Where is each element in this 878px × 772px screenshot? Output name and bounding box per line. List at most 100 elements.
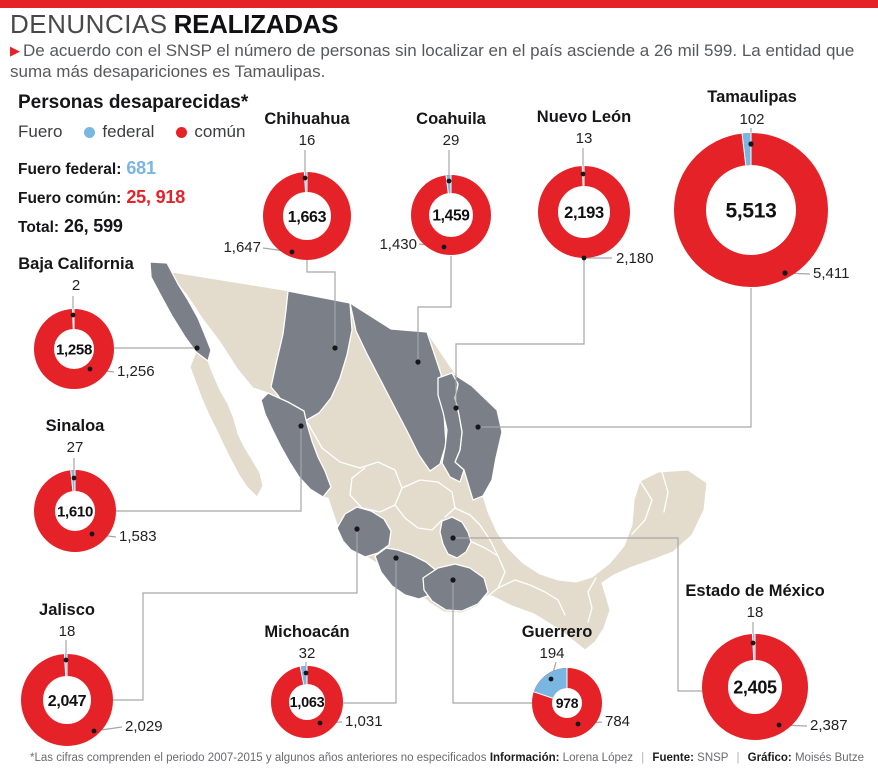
- federal-color-dot-icon: [84, 126, 96, 138]
- fuero-label: Fuero: [18, 122, 63, 141]
- federal-dot-nuevo-leon: [580, 171, 586, 177]
- connector-tamaulipas: [481, 288, 752, 428]
- map-dot-baja-california: [194, 345, 200, 351]
- map-dot-tamaulipas: [475, 424, 481, 430]
- legend-title: Personas desaparecidas*: [18, 92, 249, 113]
- federal-dot-jalisco: [63, 657, 69, 663]
- comun-dot-sinaloa: [89, 531, 95, 537]
- map-state-guerrero: [422, 563, 489, 612]
- donut-baja-california: 1,258: [34, 308, 114, 389]
- comun-value-nuevo-leon: 2,180: [616, 250, 654, 267]
- ring-dots: [63, 141, 788, 734]
- federal-value-baja-california: 2: [71, 277, 81, 294]
- state-label-jalisco: Jalisco: [39, 601, 95, 619]
- state-label-guerrero: Guerrero: [521, 623, 593, 641]
- map-dot-jalisco: [354, 526, 360, 532]
- donut-total-guerrero: 978: [556, 695, 579, 711]
- federal-value-coahuila: 29: [442, 132, 460, 149]
- map-state-baja-california: [149, 261, 212, 362]
- federal-value-chihuahua: 16: [298, 132, 316, 149]
- connector-nuevo-leon: [455, 258, 585, 406]
- donut-total-baja-california: 1,258: [56, 341, 92, 358]
- donut-total-michoacan: 1,063: [290, 695, 325, 711]
- federal-dot-edomex: [750, 640, 756, 646]
- comun-value-tamaulipas: 5,411: [813, 265, 850, 282]
- connector-edomex: [456, 537, 702, 692]
- comun-dot-baja-california: [87, 366, 93, 372]
- subtitle-text: De acuerdo con el SNSP el número de pers…: [10, 41, 855, 81]
- title-light: DENUNCIAS: [10, 9, 168, 39]
- donut-total-chihuahua: 1,663: [288, 209, 327, 226]
- connector-chihuahua: [306, 260, 336, 346]
- map-state-jalisco: [336, 506, 392, 558]
- map-dot-guerrero: [450, 577, 456, 583]
- map-baja-california-sur: [189, 351, 264, 498]
- map-dot-michoacan: [393, 555, 399, 561]
- state-label-tamaulipas: Tamaulipas: [707, 88, 797, 106]
- comun-color-dot-icon: [176, 126, 188, 138]
- donut-total-jalisco: 2,047: [48, 693, 87, 710]
- comun-value-coahuila: 1,430: [379, 236, 417, 253]
- map-dot-chihuahua: [332, 345, 338, 351]
- federal-dot-tamaulipas: [748, 141, 754, 147]
- credit-info-label: Información:: [489, 752, 560, 764]
- grand-total-value: 26, 599: [64, 216, 123, 236]
- legend-key-row: Fuero federal común: [18, 122, 248, 142]
- credit-graphic-label: Gráfico:: [747, 752, 792, 764]
- donut-total-nuevo-leon: 2,193: [564, 204, 604, 222]
- slice-divider-icon: [303, 171, 307, 193]
- federal-dot-guerrero: [548, 676, 554, 682]
- state-label-michoacan: Michoacán: [264, 623, 350, 641]
- comun-value-baja-california: 1,256: [117, 363, 155, 380]
- national-stats: Fuero federal: 681 Fuero común: 25, 918 To…: [18, 158, 248, 237]
- connector-sinaloa: [116, 428, 302, 512]
- donut-jalisco: 2,047: [21, 653, 113, 746]
- connector-guerrero: [452, 583, 532, 704]
- donut-charts-layer: 1,663 1,459 2,193 5,513 1,258 1,610 2,047 1,063…: [21, 132, 828, 746]
- comun-dot-nuevo-leon: [581, 255, 587, 261]
- comun-value-michoacan: 1,031: [345, 713, 383, 730]
- federal-value-guerrero: 194: [539, 645, 565, 662]
- donut-slice-federal-guerrero: [533, 668, 568, 699]
- stat-fuero-comun: Fuero común: 25, 918: [18, 187, 185, 207]
- comun-value-edomex: 2,387: [810, 717, 848, 734]
- donut-guerrero: 978: [532, 667, 602, 738]
- map-dot-edomex: [450, 535, 456, 541]
- comun-dot-michoacan: [317, 720, 323, 726]
- connector-coahuila: [417, 256, 452, 360]
- comun-key-label: común: [194, 122, 246, 141]
- footnote: *Las cifras comprenden el periodo 2007-2…: [30, 752, 487, 764]
- federal-dot-sinaloa: [71, 475, 77, 481]
- slice-divider-icon: [299, 666, 305, 685]
- federal-dot-michoacan: [303, 670, 309, 676]
- stat-fuero-federal: Fuero federal: 681: [18, 158, 156, 178]
- bullet-arrow-icon: ▶: [10, 43, 20, 58]
- credit-source-label: Fuente:: [652, 752, 694, 764]
- top-red-bar: [0, 0, 878, 8]
- credit-source-value: SNSP: [697, 752, 729, 764]
- comun-dot-tamaulipas: [782, 270, 788, 276]
- donut-chihuahua: 1,663: [263, 171, 351, 260]
- slice-divider-icon: [445, 174, 449, 194]
- title-bold: REALIZADAS: [173, 9, 339, 39]
- comun-dot-guerrero: [575, 721, 581, 727]
- slice-divider-icon: [751, 633, 755, 661]
- donut-total-tamaulipas: 5,513: [725, 200, 776, 223]
- page-title: DENUNCIAS REALIZADAS: [10, 9, 339, 39]
- comun-value-sinaloa: 1,583: [119, 528, 157, 545]
- slice-divider-icon: [70, 469, 74, 492]
- federal-value-michoacan: 32: [298, 645, 316, 662]
- federal-total-value: 681: [126, 158, 156, 178]
- slice-divider-icon: [741, 132, 747, 166]
- comun-dot-chihuahua: [289, 249, 295, 255]
- map-state-sinaloa: [260, 392, 332, 498]
- credits: Información: Lorena López | Fuente: SNSP…: [489, 752, 864, 764]
- donut-sinaloa: 1,610: [34, 469, 116, 552]
- federal-value-tamaulipas: 102: [739, 111, 765, 128]
- subtitle: ▶ De acuerdo con el SNSP el número de per…: [10, 41, 858, 82]
- slice-divider-icon: [71, 308, 74, 330]
- credit-graphic-value: Moisés Butze: [794, 752, 864, 764]
- donut-nuevo-leon: 2,193: [538, 165, 630, 258]
